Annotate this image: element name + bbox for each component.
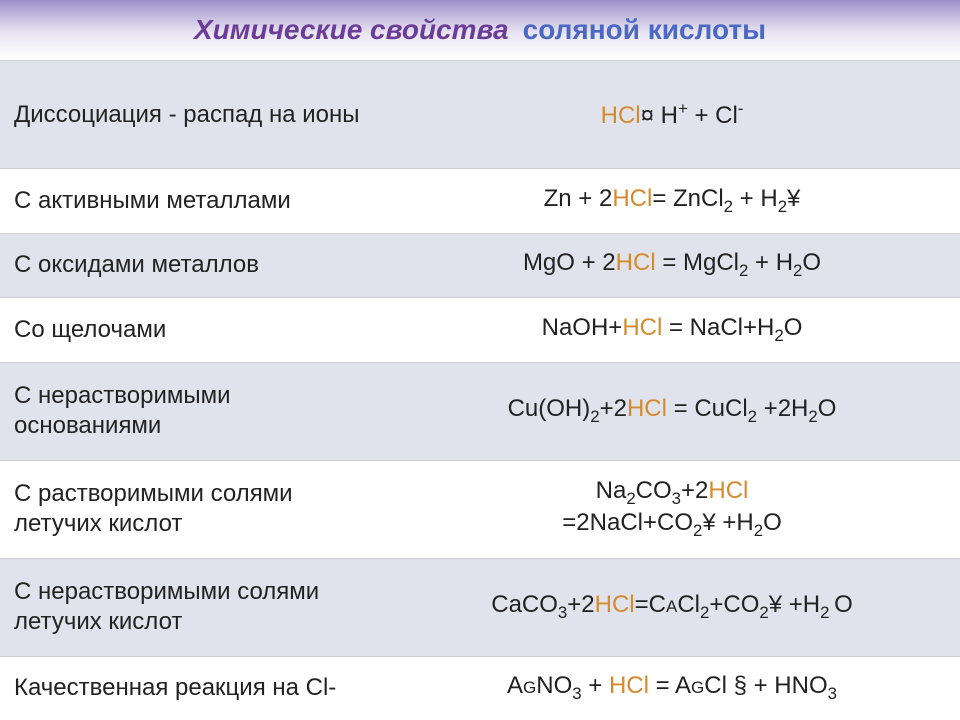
property-label: С растворимыми солями летучих кислот [0, 460, 384, 558]
properties-table: Диссоциация - распад на ионыHCl¤ H+ + Cl… [0, 60, 960, 720]
property-label: Диссоциация - распад на ионы [0, 61, 384, 169]
property-equation: AgNO3 + HCl = AgCl § + HNO3 [384, 656, 960, 720]
property-equation: Na2CO3+2HCl=2NaCl+CO2¥ +H2O [384, 460, 960, 558]
title-main: Химические свойства [194, 14, 509, 46]
table-row: Со щелочамиNaOH+HCl = NaCl+H2O [0, 298, 960, 363]
table-row: С растворимыми солями летучих кислотNa2C… [0, 460, 960, 558]
property-label: С нерастворимыми солями летучих кислот [0, 558, 384, 656]
property-equation: HCl¤ H+ + Cl- [384, 61, 960, 169]
table-row: С активными металламиZn + 2HCl= ZnCl2 + … [0, 169, 960, 234]
property-label: С активными металлами [0, 169, 384, 234]
table-row: С оксидами металловMgO + 2HCl = MgCl2 + … [0, 233, 960, 298]
table-row: С нерастворимыми основаниямиCu(OH)2+2HCl… [0, 362, 960, 460]
property-equation: MgO + 2HCl = MgCl2 + H2O [384, 233, 960, 298]
page: Химические свойства соляной кислоты Дисс… [0, 0, 960, 720]
table-row: С нерастворимыми солями летучих кислотCa… [0, 558, 960, 656]
property-label: Со щелочами [0, 298, 384, 363]
table-row: Качественная реакция на Cl-AgNO3 + HCl =… [0, 656, 960, 720]
property-equation: CaCO3+2HCl=CaCl2+CO2¥ +H2 O [384, 558, 960, 656]
property-label: С нерастворимыми основаниями [0, 362, 384, 460]
property-equation: Cu(OH)2+2HCl = CuCl2 +2H2O [384, 362, 960, 460]
title-sub: соляной кислоты [523, 14, 766, 46]
table-row: Диссоциация - распад на ионыHCl¤ H+ + Cl… [0, 61, 960, 169]
property-label: С оксидами металлов [0, 233, 384, 298]
title-bar: Химические свойства соляной кислоты [0, 0, 960, 60]
property-equation: Zn + 2HCl= ZnCl2 + H2¥ [384, 169, 960, 234]
property-equation: NaOH+HCl = NaCl+H2O [384, 298, 960, 363]
property-label: Качественная реакция на Cl- [0, 656, 384, 720]
